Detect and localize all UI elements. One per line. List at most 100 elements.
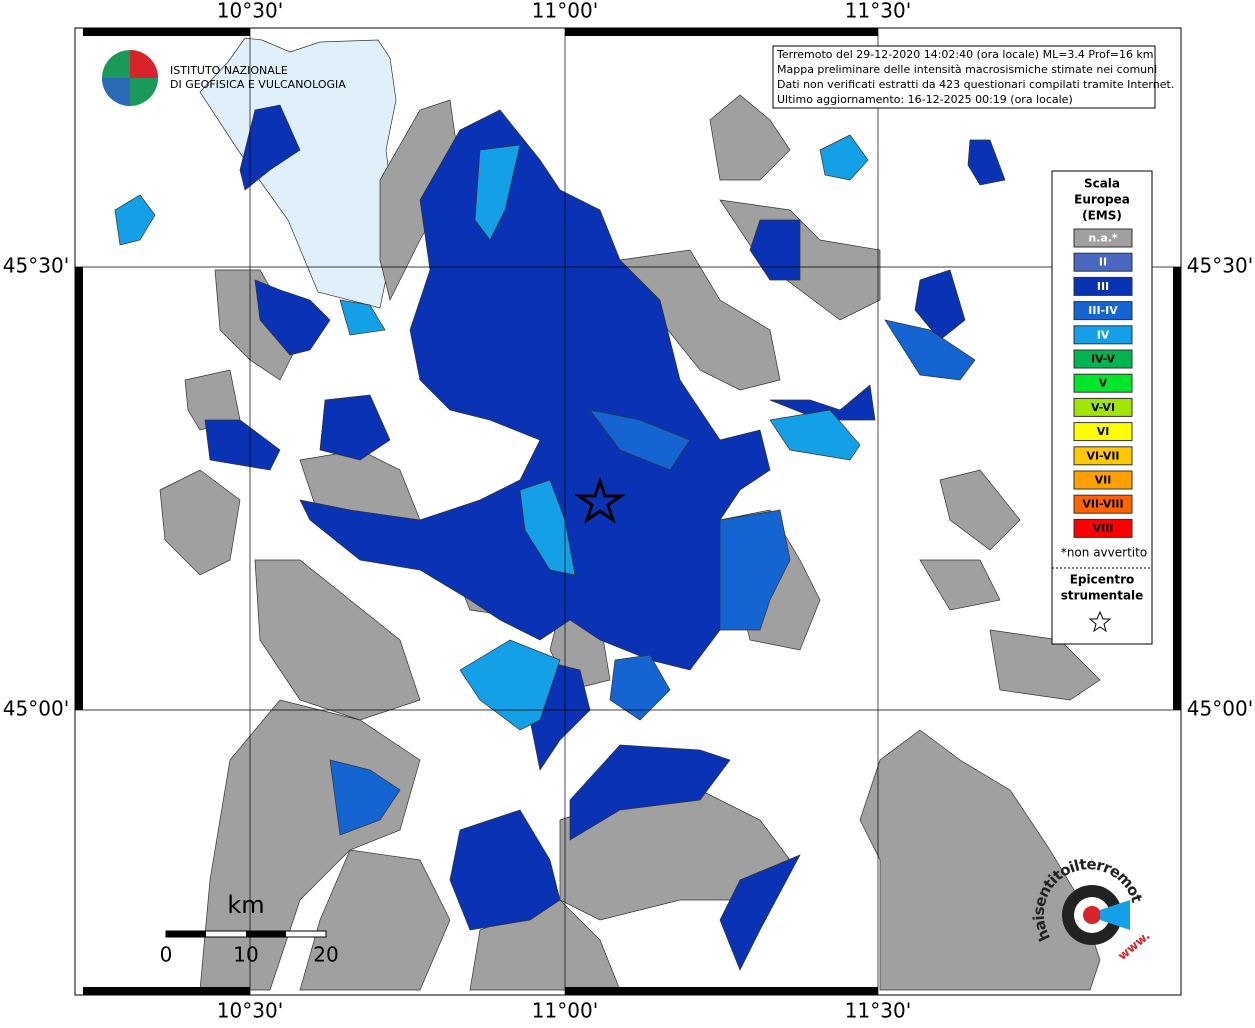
area — [449, 809, 561, 931]
info-lines: Terremoto del 29-12-2020 14:02:40 (ora l… — [776, 48, 1174, 106]
logo-segment — [130, 50, 158, 78]
axis-labels: 10°30' 11°00' 11°30' 10°30' 11°00' 11°30… — [3, 0, 1253, 1023]
lat-label: 45°30' — [1187, 254, 1253, 278]
scale-rect — [246, 931, 286, 937]
legend-label: V — [1099, 377, 1108, 390]
area — [329, 759, 401, 836]
area — [719, 854, 801, 971]
legend-swatch — [1073, 494, 1133, 514]
legend-title: (EMS) — [1082, 209, 1122, 223]
area — [569, 744, 731, 841]
municipalities — [114, 37, 1101, 991]
legend-label: VII — [1095, 474, 1112, 487]
legend-epicenter: strumentale — [1061, 589, 1144, 603]
legend-swatch — [1073, 470, 1133, 490]
lon-label: 11°30' — [845, 0, 911, 23]
lon-label: 11°30' — [845, 999, 911, 1023]
area — [339, 299, 386, 336]
area — [204, 419, 281, 471]
lat-label: 45°30' — [3, 254, 69, 278]
logo: ISTITUTO NAZIONALE DI GEOFISICA E VULCAN… — [102, 50, 346, 106]
area — [769, 409, 861, 461]
legend-epicenter: Epicentro — [1070, 573, 1135, 587]
legend-swatch — [1073, 276, 1133, 296]
badge-dot — [1083, 906, 1101, 924]
frame-bar — [1173, 267, 1181, 710]
area — [214, 269, 301, 381]
area — [919, 559, 1001, 611]
area — [749, 219, 801, 281]
area — [459, 639, 561, 731]
area — [239, 104, 301, 191]
area — [819, 134, 869, 181]
area — [159, 469, 241, 576]
area — [939, 469, 1021, 551]
legend-label: VIII — [1093, 522, 1114, 535]
area — [884, 319, 976, 381]
legend-label: IV — [1097, 328, 1110, 341]
logo-text: ISTITUTO NAZIONALE — [170, 64, 288, 77]
legend-title: Scala — [1084, 177, 1120, 191]
legend: Scala Europea (EMS) Epicentro strumental… — [1051, 170, 1153, 645]
scale-label: 20 — [313, 943, 338, 967]
info-line: Mappa preliminare delle intensità macros… — [777, 63, 1157, 76]
legend-swatch — [1073, 373, 1133, 393]
legend-label: III-IV — [1088, 304, 1118, 317]
logo-segment — [102, 78, 130, 106]
legend-label: V-VI — [1091, 401, 1115, 414]
scale-label: 10 — [233, 943, 258, 967]
legend-title: Europea — [1074, 193, 1130, 207]
info-line: Terremoto del 29-12-2020 14:02:40 (ora l… — [776, 48, 1154, 61]
lat-label: 45°00' — [3, 697, 69, 721]
legend-swatch — [1073, 518, 1133, 538]
area — [719, 509, 791, 631]
graticule — [75, 28, 1181, 995]
legend-swatch — [1073, 301, 1133, 321]
frame-bar — [75, 267, 83, 710]
area — [914, 269, 966, 341]
area — [254, 279, 331, 356]
legend-label: VII-VIII — [1082, 498, 1123, 511]
legend-label: III — [1097, 280, 1109, 293]
frame-bar — [565, 987, 878, 995]
area — [114, 194, 156, 246]
epicenter-star — [574, 476, 626, 524]
lon-label: 10°30' — [217, 999, 283, 1023]
legend-swatch — [1073, 397, 1133, 417]
logo-text: DI GEOFISICA E VULCANOLOGIA — [170, 78, 346, 91]
area — [319, 394, 391, 461]
area — [519, 479, 576, 576]
legend-note: *non avvertito — [1061, 546, 1147, 560]
legend-label: IV-V — [1091, 353, 1116, 366]
scale-unit: km — [227, 891, 264, 919]
area — [474, 144, 521, 241]
area — [967, 139, 1006, 186]
info-box — [772, 45, 1156, 109]
lon-label: 10°30' — [217, 0, 283, 23]
area — [589, 409, 691, 471]
legend-swatch — [1073, 252, 1133, 272]
area — [254, 559, 421, 721]
area — [609, 654, 671, 721]
badge-speaker — [1100, 900, 1130, 930]
frame-bars — [75, 28, 1181, 995]
scale-label: 0 — [160, 943, 173, 967]
lon-label: 11°00' — [532, 999, 598, 1023]
legend-swatch — [1073, 228, 1133, 248]
lat-label: 45°00' — [1187, 697, 1253, 721]
legend-swatch — [1073, 446, 1133, 466]
info-line: Ultimo aggiornamento: 16-12-2025 00:19 (… — [777, 93, 1073, 106]
info-line: Dati non verificati estratti da 423 ques… — [777, 78, 1174, 91]
frame-bar — [83, 28, 250, 36]
frame-bar — [83, 987, 250, 995]
legend-label: n.a.* — [1088, 232, 1118, 245]
legend-label: II — [1099, 256, 1107, 269]
frame-bar — [565, 28, 878, 36]
legend-star — [1088, 610, 1112, 633]
area — [709, 94, 791, 181]
legend-label: VI — [1097, 425, 1110, 438]
legend-swatch — [1073, 422, 1133, 442]
lon-label: 11°00' — [532, 0, 598, 23]
scale-bar: km 0 10 20 — [160, 891, 339, 967]
